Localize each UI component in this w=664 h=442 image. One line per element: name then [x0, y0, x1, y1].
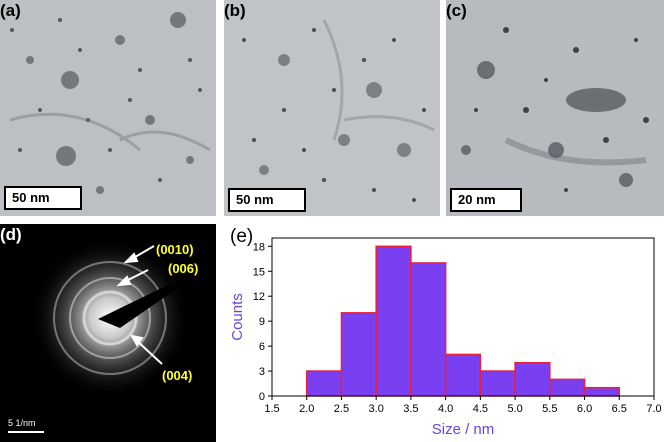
- histogram-bar-2: [375, 245, 412, 397]
- tem-texture-c: [446, 0, 664, 216]
- ring-arrows: [116, 245, 163, 365]
- x-tick-label-7: 5.0: [507, 403, 522, 415]
- x-tick-label-9: 6.0: [577, 403, 592, 415]
- y-tick-label-6: 18: [253, 241, 265, 253]
- scale-text-d: 5 1/nm: [8, 418, 36, 428]
- tem-image-c: (c) 20 nm: [446, 0, 664, 216]
- histogram-bar-0: [305, 370, 343, 397]
- size-histogram-e: (e) 1.5 2.0 2.5 3.0 3.5 4.0 4.5 5.0 5.5 6.0 6.5 7.0…: [224, 224, 664, 442]
- tem-texture-a: [0, 0, 216, 216]
- x-tick-label-6: 4.5: [473, 403, 488, 415]
- histogram-bar-1: [340, 312, 377, 397]
- scale-text-a: 50 nm: [12, 190, 50, 205]
- x-tick-label-5: 4.0: [438, 403, 453, 415]
- plot-frame: [271, 237, 655, 397]
- x-tick-label-8: 5.5: [542, 403, 557, 415]
- histogram-chart: 1.5 2.0 2.5 3.0 3.5 4.0 4.5 5.0 5.5 6.0 6.5 7.0 0 3 6 9…: [229, 237, 662, 438]
- ring-label-0010: (0010): [156, 242, 194, 257]
- x-tick-label-11: 7.0: [646, 403, 661, 415]
- y-tick-label-0: 0: [259, 391, 265, 403]
- y-axis-label: Counts: [229, 293, 246, 341]
- scale-bar-c: 20 nm: [450, 188, 522, 212]
- histogram-bar-3: [410, 262, 447, 397]
- scale-text-c: 20 nm: [458, 192, 496, 207]
- y-tick-label-2: 6: [259, 341, 265, 353]
- x-tick-label-4: 3.5: [403, 403, 418, 415]
- scale-text-b: 50 nm: [236, 192, 274, 207]
- panel-label-c: (c): [446, 1, 467, 20]
- diffraction-pattern-d: (d) (0010) (006) (004) 5 1/nm: [0, 224, 216, 442]
- tem-texture-b: [224, 0, 440, 216]
- x-tick-label-3: 3.0: [369, 403, 384, 415]
- x-tick-label-2: 2.5: [334, 403, 349, 415]
- y-tick-label-5: 15: [253, 266, 265, 278]
- panel-label-b: (b): [224, 1, 246, 20]
- tem-image-b: (b) 50 nm: [224, 0, 440, 216]
- scale-bar-b: 50 nm: [228, 188, 306, 212]
- histogram-bar-7: [549, 378, 586, 397]
- x-axis-label: Size / nm: [432, 421, 495, 438]
- histogram-bar-6: [514, 361, 551, 397]
- histogram-bar-8: [583, 386, 621, 397]
- y-tick-label-3: 9: [259, 316, 265, 328]
- diffraction-rings: [0, 224, 216, 442]
- panel-label-d: (d): [0, 225, 22, 244]
- scale-bar-a: 50 nm: [4, 186, 82, 210]
- ring-label-004: (004): [162, 368, 193, 383]
- ring-label-006: (006): [168, 261, 199, 276]
- panel-label-a: (a): [0, 1, 21, 20]
- y-tick-label-1: 3: [259, 366, 265, 378]
- panel-label-e: (e): [230, 226, 254, 247]
- x-tick-label-1: 2.0: [299, 403, 314, 415]
- x-tick-label-10: 6.5: [612, 403, 627, 415]
- tem-image-a: (a) 50 nm: [0, 0, 216, 216]
- x-tick-label-0: 1.5: [264, 403, 279, 415]
- histogram-bar-4: [444, 353, 482, 397]
- y-tick-label-4: 12: [253, 291, 265, 303]
- scale-line-d: [8, 431, 44, 433]
- histogram-bar-5: [479, 370, 516, 397]
